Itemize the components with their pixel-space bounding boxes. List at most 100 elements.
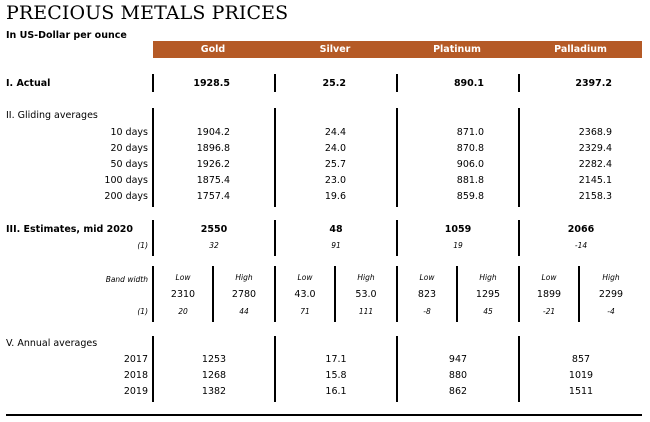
rule <box>578 266 580 322</box>
cell-palladium: 2397.2 <box>575 78 612 89</box>
section-label: III. Estimates, mid 2020 <box>6 224 134 235</box>
row-label: 20 days <box>110 143 148 154</box>
cell-platinum: 947 <box>448 354 468 365</box>
cell-silver: 25.2 <box>322 78 346 89</box>
rule <box>396 220 398 256</box>
rule <box>518 220 520 256</box>
cell-palladium: 2368.9 <box>578 127 612 138</box>
row-label: 2017 <box>123 354 148 365</box>
unit-subtitle: In US-Dollar per ounce <box>6 30 127 41</box>
silver-low: 43.0 <box>294 289 316 300</box>
cell-palladium: 857 <box>571 354 591 365</box>
cell-palladium: 1511 <box>568 386 594 397</box>
rule <box>152 108 154 207</box>
column-header-bar: Gold Silver Platinum Palladium <box>153 41 642 58</box>
cell-gold: 1926.2 <box>196 159 230 170</box>
cell-gold: 2550 <box>200 224 228 235</box>
cell-silver: 48 <box>329 224 343 235</box>
cell-silver: 24.4 <box>324 127 346 138</box>
band-label: Band width <box>105 275 148 284</box>
cell-silver: 16.1 <box>325 386 347 397</box>
rule <box>274 266 276 322</box>
cell-silver: 24.0 <box>324 143 346 154</box>
section-label: II. Gliding averages <box>6 110 98 121</box>
cell-silver: 17.1 <box>325 354 347 365</box>
cell-gold: 1253 <box>201 354 227 365</box>
low-label: Low <box>175 273 191 282</box>
rule <box>274 336 276 402</box>
footnote-gold-high: 44 <box>239 307 249 316</box>
footnote-gold: 32 <box>209 241 219 250</box>
cell-silver: 15.8 <box>325 370 347 381</box>
footnote-platinum-low: -8 <box>423 307 431 316</box>
column-header-palladium: Palladium <box>554 44 607 55</box>
rule <box>334 266 336 322</box>
rule <box>518 74 520 92</box>
cell-platinum: 1059 <box>444 224 472 235</box>
cell-palladium: 2329.4 <box>578 143 612 154</box>
cell-gold: 1875.4 <box>196 175 230 186</box>
rule <box>152 220 154 256</box>
footnote-platinum-high: 45 <box>483 307 493 316</box>
cell-gold: 1268 <box>201 370 227 381</box>
cell-gold: 1928.5 <box>193 78 230 89</box>
platinum-high: 1295 <box>475 289 501 300</box>
cell-platinum: 859.8 <box>456 191 484 202</box>
high-label: High <box>357 273 375 282</box>
palladium-low: 1899 <box>536 289 562 300</box>
footnote-silver-high: 111 <box>358 307 374 316</box>
row-label: 2019 <box>123 386 148 397</box>
low-label: Low <box>541 273 557 282</box>
cell-palladium: 2145.1 <box>578 175 612 186</box>
rule <box>518 266 520 322</box>
cell-platinum: 880 <box>448 370 468 381</box>
cell-platinum: 890.1 <box>453 78 484 89</box>
cell-palladium: 1019 <box>568 370 594 381</box>
column-header-gold: Gold <box>200 44 226 55</box>
cell-silver: 23.0 <box>324 175 346 186</box>
footnote-palladium: -14 <box>574 241 588 250</box>
cell-platinum: 870.8 <box>456 143 484 154</box>
rule <box>518 336 520 402</box>
cell-palladium: 2066 <box>567 224 595 235</box>
cell-gold: 1896.8 <box>196 143 230 154</box>
rule <box>274 220 276 256</box>
footnote-silver-low: 71 <box>300 307 310 316</box>
rule <box>456 266 458 322</box>
rule <box>396 74 398 92</box>
row-label: 50 days <box>110 159 148 170</box>
footnote-silver: 91 <box>331 241 341 250</box>
silver-high: 53.0 <box>355 289 377 300</box>
cell-silver: 19.6 <box>324 191 346 202</box>
rule <box>396 108 398 207</box>
gold-low: 2310 <box>170 289 196 300</box>
low-label: Low <box>297 273 313 282</box>
cell-gold: 1382 <box>201 386 227 397</box>
rule <box>274 108 276 207</box>
rule <box>152 74 154 92</box>
column-header-platinum: Platinum <box>433 44 481 55</box>
high-label: High <box>235 273 253 282</box>
rule <box>152 336 154 402</box>
bottom-rule <box>6 414 642 416</box>
cell-palladium: 2158.3 <box>578 191 612 202</box>
footnote-gold-low: 20 <box>178 307 188 316</box>
rule <box>396 266 398 322</box>
low-label: Low <box>419 273 435 282</box>
cell-gold: 1757.4 <box>196 191 230 202</box>
row-label: 10 days <box>110 127 148 138</box>
footnote-marker: (1) <box>137 241 148 250</box>
gold-high: 2780 <box>231 289 257 300</box>
footnote-palladium-high: -4 <box>607 307 615 316</box>
cell-silver: 25.7 <box>324 159 346 170</box>
footnote-platinum: 19 <box>453 241 463 250</box>
column-header-silver: Silver <box>319 44 351 55</box>
rule <box>212 266 214 322</box>
cell-platinum: 881.8 <box>456 175 484 186</box>
cell-platinum: 871.0 <box>456 127 484 138</box>
row-label: 200 days <box>104 191 148 202</box>
rule <box>396 336 398 402</box>
cell-platinum: 906.0 <box>456 159 484 170</box>
section-label: V. Annual averages <box>6 338 98 349</box>
row-label: I. Actual <box>6 78 51 89</box>
